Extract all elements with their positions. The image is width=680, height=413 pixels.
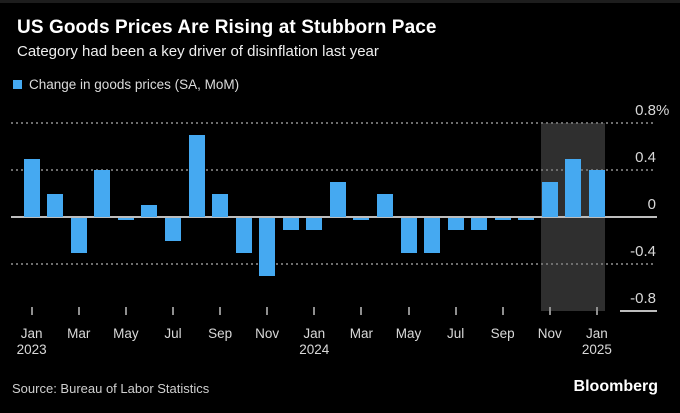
bar-mar-2024 [353, 218, 370, 221]
x-axis-month-label: May [395, 326, 422, 341]
y-axis-label: 0.8% [635, 102, 670, 120]
x-axis-tick [124, 307, 127, 315]
chart-title: US Goods Prices Are Rising at Stubborn P… [17, 17, 437, 38]
bar-dec-2024 [565, 158, 582, 217]
bar-jul-2024 [447, 218, 464, 230]
bar-nov-2023 [259, 218, 276, 277]
bar-may-2024 [400, 218, 417, 254]
y-axis-unit: % [656, 102, 670, 120]
x-axis-month-label: Mar [349, 326, 374, 341]
bar-may-2023 [117, 218, 134, 221]
x-axis-month-label: Jan [20, 326, 43, 341]
bar-sep-2024 [494, 218, 511, 221]
bar-apr-2024 [376, 193, 393, 217]
source-note: Source: Bureau of Labor Statistics [12, 381, 210, 396]
x-axis-month-label: Nov [255, 326, 280, 341]
top-edge-strip [0, 0, 680, 3]
bar-oct-2024 [518, 218, 535, 221]
chart-subtitle: Category had been a key driver of disinf… [17, 43, 379, 60]
x-axis-tick [501, 307, 504, 315]
y-axis-label: -0.4 [630, 242, 656, 260]
x-axis-tick [360, 307, 363, 315]
bar-oct-2023 [235, 218, 252, 254]
legend-swatch-icon [13, 80, 22, 89]
x-axis-month-label: May [113, 326, 139, 341]
bar-feb-2024 [329, 181, 346, 217]
legend-label: Change in goods prices (SA, MoM) [29, 77, 240, 92]
x-axis-year-label: 2024 [299, 342, 330, 357]
x-axis-month-label: Jan [586, 326, 608, 341]
x-axis-month-label: Sep [490, 326, 515, 341]
x-axis-tick [219, 307, 222, 315]
y-axis-label: 0 [647, 196, 656, 213]
bar-feb-2023 [47, 193, 64, 217]
x-axis-month-label: Mar [67, 326, 91, 341]
bar-sep-2023 [212, 193, 229, 217]
y-axis-label: 0.4 [635, 149, 656, 167]
x-axis-year-label: 2023 [16, 342, 47, 357]
x-axis-month-label: Jan [303, 326, 326, 341]
bar-apr-2023 [94, 170, 111, 217]
zero-gridline [11, 216, 657, 218]
x-axis-tick [454, 307, 457, 315]
x-axis-tick [407, 307, 410, 315]
bar-jan-2023 [23, 158, 40, 217]
bloomberg-logo: Bloomberg [573, 378, 658, 395]
bar-nov-2024 [541, 181, 558, 217]
dotted-gridline [11, 122, 656, 125]
x-axis-month-label: Sep [208, 326, 233, 341]
x-axis-tick [548, 307, 551, 315]
x-axis-month-label: Jul [446, 326, 465, 341]
x-axis-month-label: Jul [164, 326, 182, 341]
y-axis-label: -0.8 [630, 289, 656, 307]
bar-aug-2024 [471, 218, 488, 230]
bar-jul-2023 [165, 218, 181, 242]
dotted-gridline [11, 262, 656, 265]
legend: Change in goods prices (SA, MoM) [13, 77, 239, 92]
x-axis-year-label: 2025 [581, 342, 612, 357]
bar-mar-2023 [70, 218, 87, 254]
bar-aug-2023 [188, 135, 205, 217]
x-axis-tick [266, 307, 269, 315]
bar-jan-2025 [588, 170, 605, 217]
x-axis-tick [595, 307, 598, 315]
bar-jun-2023 [141, 205, 158, 217]
bar-dec-2023 [282, 218, 299, 230]
x-axis-tick [30, 307, 33, 315]
axis-min-segment [620, 309, 657, 312]
x-axis-tick [313, 307, 316, 315]
bar-jun-2024 [424, 218, 441, 254]
x-axis-month-label: Nov [537, 326, 562, 341]
dotted-gridline [11, 169, 656, 172]
x-axis-tick [172, 307, 174, 315]
bar-jan-2024 [306, 218, 323, 230]
x-axis-tick [77, 307, 80, 315]
